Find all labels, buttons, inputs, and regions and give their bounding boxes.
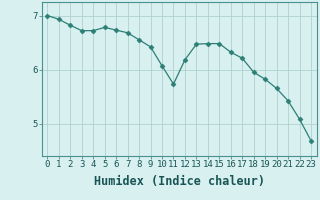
X-axis label: Humidex (Indice chaleur): Humidex (Indice chaleur) bbox=[94, 175, 265, 188]
